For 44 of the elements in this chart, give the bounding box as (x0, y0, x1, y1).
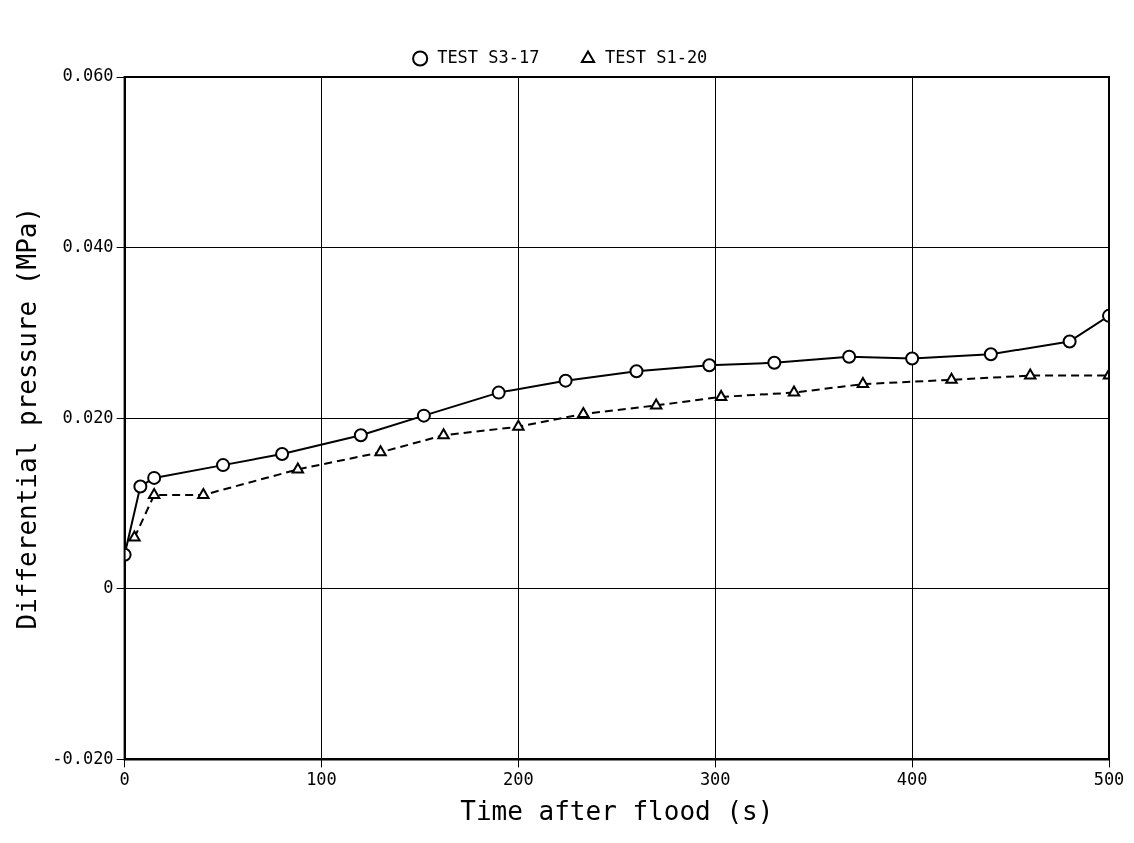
point (577, 406, 590, 418)
x-tick-label: 100 (306, 769, 337, 790)
x-tick-label: 200 (503, 769, 534, 790)
point (842, 349, 857, 364)
point (702, 358, 717, 373)
point (147, 470, 162, 485)
point (147, 487, 161, 499)
point (905, 351, 920, 366)
point (1024, 368, 1037, 380)
point (649, 398, 663, 410)
point (787, 385, 801, 397)
y-tick-label: 0 (103, 577, 114, 598)
y-tick-label: 0.060 (62, 65, 114, 86)
y-tick-label: 0.040 (62, 236, 114, 257)
point (512, 419, 525, 431)
point (558, 373, 573, 388)
legend-label: TEST S1-20 (605, 46, 708, 67)
point (629, 364, 644, 379)
legend-label: TEST S3-17 (437, 46, 540, 67)
y-tick-label: -0.020 (52, 747, 114, 768)
point (291, 462, 305, 474)
point (353, 428, 368, 443)
point (416, 408, 431, 423)
point (945, 372, 958, 384)
point (275, 447, 290, 462)
point (983, 347, 998, 362)
point (216, 458, 231, 473)
point (133, 479, 148, 494)
point (437, 428, 450, 440)
point (128, 530, 141, 542)
x-tick-label: 0 (119, 769, 130, 790)
point (197, 487, 210, 499)
point (714, 389, 728, 401)
x-axis-title: Time after flood (s) (460, 796, 774, 827)
x-tick-label: 400 (896, 769, 928, 790)
point (491, 385, 506, 400)
point (767, 355, 782, 370)
x-tick-label: 300 (699, 769, 731, 790)
point (856, 377, 870, 389)
x-tick-label: 500 (1093, 769, 1125, 790)
point (1062, 334, 1077, 349)
y-tick-label: 0.020 (62, 406, 114, 427)
y-axis-title: Differential pressure (MPa) (12, 206, 43, 630)
point (374, 445, 387, 457)
